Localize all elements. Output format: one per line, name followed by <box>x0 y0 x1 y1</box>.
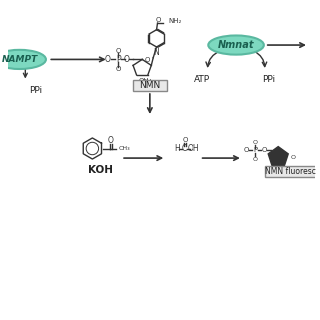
Text: P: P <box>116 55 121 64</box>
Text: N: N <box>154 48 159 57</box>
Text: OH: OH <box>187 144 199 153</box>
Text: O: O <box>244 148 249 153</box>
Text: NAMPT: NAMPT <box>2 55 38 64</box>
Text: Nmnat: Nmnat <box>218 40 254 50</box>
Text: O: O <box>261 148 267 153</box>
Text: OH: OH <box>141 79 152 85</box>
Text: NH₂: NH₂ <box>168 18 181 24</box>
Text: O: O <box>183 137 188 143</box>
Text: NMN fluoresc: NMN fluoresc <box>265 167 316 176</box>
Text: OH: OH <box>273 172 283 177</box>
Text: PPi: PPi <box>29 86 42 95</box>
Text: P: P <box>253 148 257 153</box>
Text: OH: OH <box>139 78 149 84</box>
Text: CH₃: CH₃ <box>118 146 130 151</box>
Text: O: O <box>116 48 121 54</box>
Text: H: H <box>174 144 180 153</box>
Polygon shape <box>268 147 288 166</box>
Text: KOH: KOH <box>88 165 113 175</box>
Ellipse shape <box>0 50 46 69</box>
Text: O: O <box>105 55 111 64</box>
Text: O: O <box>253 140 258 145</box>
FancyBboxPatch shape <box>133 80 167 91</box>
Text: ATP: ATP <box>194 75 210 84</box>
Text: C: C <box>182 144 187 153</box>
Text: O: O <box>144 57 150 63</box>
Text: NMN: NMN <box>139 81 160 90</box>
Text: O: O <box>156 17 161 23</box>
Text: O: O <box>116 66 121 72</box>
Text: O: O <box>108 136 114 145</box>
FancyBboxPatch shape <box>265 166 316 177</box>
Text: O: O <box>253 156 258 162</box>
Ellipse shape <box>208 36 264 55</box>
Text: O: O <box>124 55 130 64</box>
Text: O: O <box>291 155 296 160</box>
Text: PPi: PPi <box>262 75 275 84</box>
